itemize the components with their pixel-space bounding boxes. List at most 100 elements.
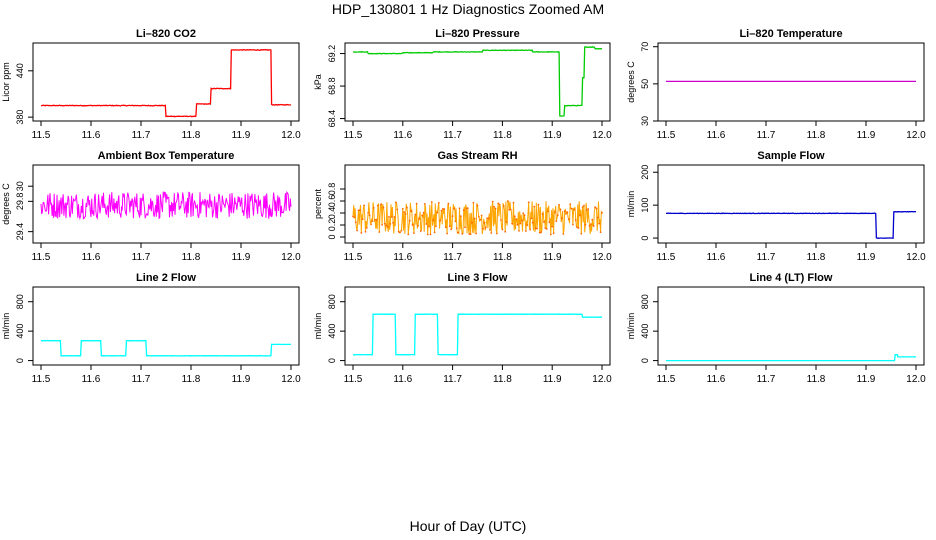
panel-title: Li–820 CO2 [136,28,196,40]
x-tick-label: 11.8 [807,374,826,385]
x-tick-label: 11.8 [493,130,512,141]
x-tick-label: 11.8 [182,252,201,263]
panel-title: Ambient Box Temperature [98,150,235,162]
series-line [40,339,291,357]
y-tick-label: 800 [327,294,337,309]
x-tick-label: 11.5 [32,252,51,263]
data-point [599,231,602,234]
data-point [368,214,371,217]
data-point [526,224,529,227]
x-tick-label: 12.0 [281,374,301,385]
panel-4: Ambient Box Temperature degrees C 11.5 11.6… [1,150,301,263]
data-point [482,227,484,230]
data-point [359,209,361,212]
data-point [530,217,533,220]
panel-title: Line 4 (LT) Flow [750,272,833,284]
x-tick-label: 11.6 [707,130,726,141]
data-point [572,223,574,226]
data-point [543,221,545,223]
data-point [500,219,502,221]
data-point [562,233,565,235]
data-point [583,204,585,207]
x-tick-label: 11.8 [182,374,201,385]
x-tick-label: 11.5 [32,374,51,385]
data-point [555,220,558,223]
data-point [407,233,410,236]
data-point [547,210,549,213]
data-point [551,225,554,228]
x-tick-label: 11.6 [82,130,101,141]
y-tick-label: 0.8 [327,183,337,196]
panel-title: Gas Stream RH [437,150,517,162]
x-tick-label: 11.6 [393,374,412,385]
plot-frame [657,286,925,366]
y-tick-label: 400 [640,324,650,339]
panel-2: Li–820 Pressure kPa 11.5 11.6 11.7 11.8 11.9 12… [313,28,612,141]
plot-frame [657,164,925,244]
y-tick-label: 29.4 [15,223,25,241]
data-point [584,223,587,226]
data-point [385,224,388,227]
data-point [587,208,590,210]
data-point [455,227,458,230]
panel-1: Li–820 CO2 Licor ppm 11.5 11.6 11.7 11.8 11.9 1… [1,28,301,141]
x-tick-label: 12.0 [592,252,612,263]
data-point [513,215,516,218]
data-point [396,208,399,211]
data-point [598,222,601,225]
data-point [430,201,433,203]
x-tick-label: 11.9 [543,130,562,141]
y-tick-label: 70 [640,42,650,52]
y-axis-label: degrees C [1,183,11,225]
x-tick-label: 11.8 [493,252,512,263]
data-point [436,211,439,214]
series-line [40,48,292,118]
data-point [377,204,379,207]
y-tick-label: 0 [327,234,337,239]
x-tick-label: 11.9 [232,374,251,385]
data-point [487,217,490,220]
data-point [579,214,581,217]
data-point [401,207,404,210]
plot-frame [344,164,611,244]
data-point [489,229,491,231]
x-tick-label: 11.6 [707,252,726,263]
data-point [533,205,536,208]
data-point [433,231,436,234]
y-tick-label: 380 [15,110,25,125]
plot-frame [32,42,300,122]
data-point [410,210,412,213]
data-point [462,209,465,212]
data-point [454,220,457,223]
data-point [461,232,464,235]
data-point [544,227,547,230]
x-tick-label: 11.7 [757,374,776,385]
x-tick-label: 11.5 [32,130,51,141]
y-tick-label: 100 [640,198,650,213]
panel-9: Line 4 (LT) Flow ml/min 11.5 11.6 11.7 11.8 11… [626,272,926,385]
y-tick-label: 400 [15,324,25,339]
data-point [476,204,479,207]
data-point [559,208,562,211]
data-point [595,207,598,210]
data-point [443,208,446,211]
x-tick-label: 11.7 [132,130,151,141]
data-point [413,232,415,235]
data-point [365,227,368,229]
x-tick-label: 11.7 [757,130,776,141]
data-point [588,224,591,227]
data-point [442,207,444,210]
data-point [505,221,508,223]
series-line [665,210,917,239]
data-point [523,214,526,217]
data-point [493,205,495,208]
data-point [531,221,534,224]
data-point [483,221,486,224]
data-point [381,224,383,226]
data-point [490,232,493,234]
y-tick-label: 0 [640,358,650,363]
data-point [383,222,386,225]
data-point [392,221,394,224]
data-point [545,228,548,230]
data-point [354,221,357,224]
